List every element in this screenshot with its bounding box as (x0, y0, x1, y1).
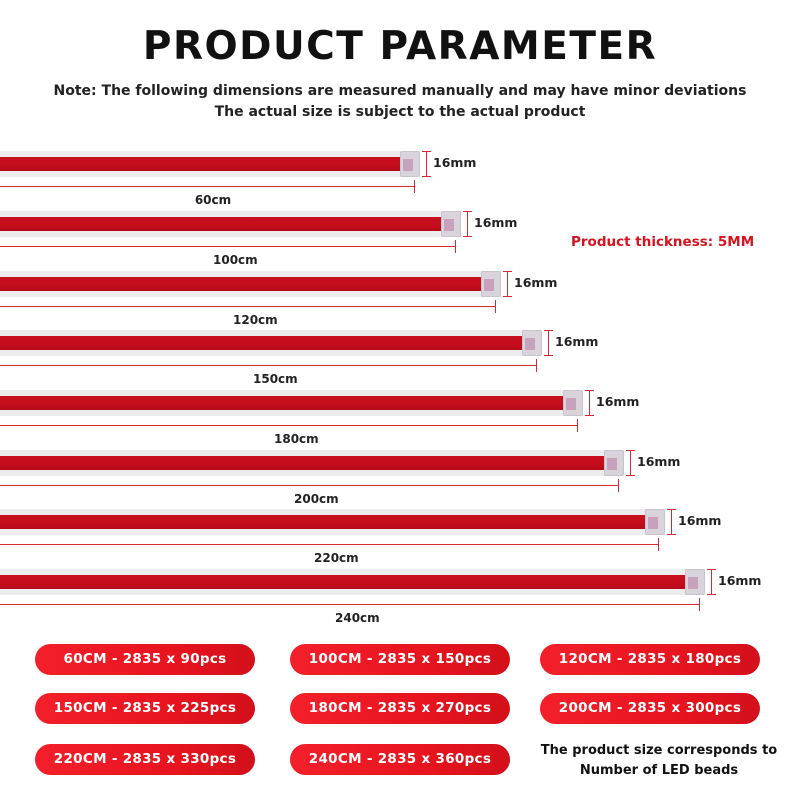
width-dimension-line (463, 211, 472, 237)
led-strip (0, 270, 501, 298)
strip-light-bar (0, 157, 402, 171)
spec-pill: 60CM - 2835 x 90pcs (35, 644, 255, 675)
strip-light-bar (0, 217, 443, 231)
led-strip (0, 329, 542, 357)
length-dimension-line (0, 419, 578, 432)
length-label: 180cm (274, 432, 319, 446)
width-label: 16mm (596, 394, 640, 409)
length-label: 100cm (213, 253, 258, 267)
length-dimension-line (0, 598, 700, 611)
strip-end-cap (685, 569, 705, 595)
width-label: 16mm (678, 513, 722, 528)
width-dimension-line (503, 271, 512, 297)
note-line-1: Note: The following dimensions are measu… (53, 83, 747, 99)
length-dimension-line (0, 359, 537, 372)
length-label: 240cm (335, 611, 380, 625)
led-strip (0, 568, 705, 596)
width-label: 16mm (474, 215, 518, 230)
length-dimension-line (0, 479, 619, 492)
length-label: 150cm (253, 372, 298, 386)
strip-end-cap (441, 211, 461, 237)
spec-pill: 240CM - 2835 x 360pcs (290, 744, 510, 775)
spec-pill: 180CM - 2835 x 270pcs (290, 693, 510, 724)
page-title: PRODUCT PARAMETER (142, 24, 658, 69)
length-dimension-line (0, 180, 415, 193)
spec-pill: 150CM - 2835 x 225pcs (35, 693, 255, 724)
width-label: 16mm (718, 573, 762, 588)
spec-pill: 200CM - 2835 x 300pcs (540, 693, 760, 724)
length-label: 120cm (233, 313, 278, 327)
strip-end-cap (645, 509, 665, 535)
width-dimension-line (422, 151, 431, 177)
strip-end-cap (522, 330, 542, 356)
strip-end-cap (604, 450, 624, 476)
strip-light-bar (0, 396, 565, 410)
width-dimension-line (544, 330, 553, 356)
strip-end-cap (481, 271, 501, 297)
spec-pill: 220CM - 2835 x 330pcs (35, 744, 255, 775)
length-dimension-line (0, 300, 496, 313)
spec-pill: 120CM - 2835 x 180pcs (540, 644, 760, 675)
length-label: 220cm (314, 551, 359, 565)
strip-end-cap (400, 151, 420, 177)
led-strip (0, 210, 461, 238)
led-strip (0, 449, 624, 477)
spec-pill: 100CM - 2835 x 150pcs (290, 644, 510, 675)
footnote-line-1: The product size corresponds to (540, 743, 778, 758)
strip-light-bar (0, 575, 687, 589)
length-label: 60cm (194, 193, 232, 207)
strip-light-bar (0, 277, 483, 291)
led-strip (0, 150, 420, 178)
strip-light-bar (0, 456, 606, 470)
footnote-line-2: Number of LED beads (579, 763, 739, 778)
length-dimension-line (0, 538, 659, 551)
width-label: 16mm (555, 334, 599, 349)
strip-light-bar (0, 515, 647, 529)
thickness-label: Product thickness: 5MM (571, 234, 755, 250)
led-strip (0, 508, 665, 536)
footnote: The product size corresponds to Number o… (528, 741, 790, 781)
led-strip (0, 389, 583, 417)
width-dimension-line (667, 509, 676, 535)
width-label: 16mm (637, 454, 681, 469)
length-label: 200cm (294, 492, 339, 506)
width-dimension-line (585, 390, 594, 416)
width-label: 16mm (514, 275, 558, 290)
strip-light-bar (0, 336, 524, 350)
note-line-2: The actual size is subject to the actual… (214, 104, 586, 120)
width-label: 16mm (433, 155, 477, 170)
length-dimension-line (0, 240, 456, 253)
width-dimension-line (626, 450, 635, 476)
width-dimension-line (707, 569, 716, 595)
strip-end-cap (563, 390, 583, 416)
